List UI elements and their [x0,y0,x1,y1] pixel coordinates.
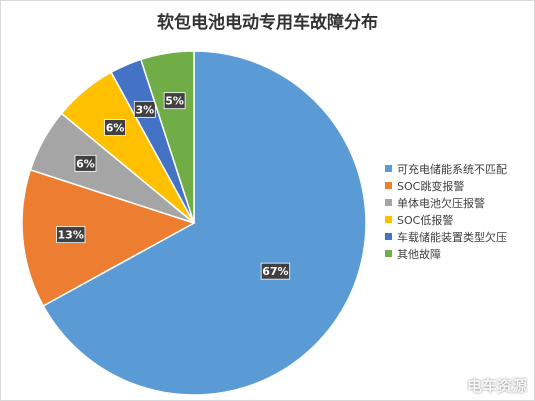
watermark: 电车资源 [466,377,527,395]
svg-text:13%: 13% [58,229,84,242]
legend-swatch [385,182,392,189]
svg-text:67%: 67% [262,265,288,278]
pie-slice-1 [42,50,367,396]
legend-item-2: SOC跳变报警 [385,177,507,194]
legend-label: 其他故障 [397,247,441,261]
chart-title: 软包电池电动专用车故障分布 [157,13,378,33]
svg-text:6%: 6% [76,157,95,170]
legend-item-3: 单体电池欠压报警 [385,194,507,211]
legend-label: 单体电池欠压报警 [397,196,485,210]
legend-swatch [385,199,392,206]
data-label-1: 67% [260,262,291,280]
legend-label: 车载储能装置类型欠压 [397,230,507,244]
legend-label: SOC低报警 [397,213,454,227]
svg-text:6%: 6% [106,122,125,135]
legend-swatch [385,233,392,240]
legend-item-4: SOC低报警 [385,211,507,228]
legend-item-5: 车载储能装置类型欠压 [385,228,507,245]
data-label-5: 3% [133,100,156,118]
data-label-4: 6% [104,119,126,136]
legend-swatch [385,216,392,223]
legend-item-6: 其他故障 [385,245,507,262]
legend-label: 可充电储能系统不匹配 [397,162,507,176]
legend-swatch [385,165,392,172]
svg-text:3%: 3% [135,103,154,116]
data-label-6: 5% [163,92,186,110]
chart-legend: 可充电储能系统不匹配 SOC跳变报警单体电池欠压报警 SOC低报警车载储能装置类型欠… [385,160,507,262]
data-label-2: 13% [56,226,86,244]
pie-slice-2 [21,168,196,307]
data-label-3: 6% [74,154,97,172]
legend-swatch [385,250,392,257]
svg-text:5%: 5% [165,95,184,108]
legend-item-1: 可充电储能系统不匹配 [385,160,507,177]
legend-label: SOC跳变报警 [397,179,465,193]
